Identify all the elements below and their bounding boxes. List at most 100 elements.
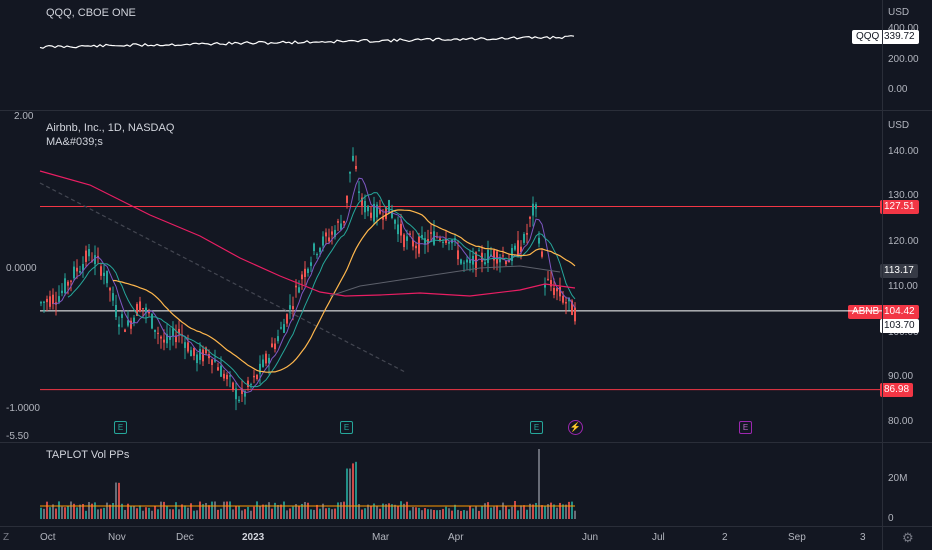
volume-bar — [187, 507, 189, 519]
candle-body — [127, 320, 129, 326]
volume-bar — [460, 510, 462, 519]
candle-body — [355, 165, 357, 170]
volume-bar — [247, 506, 249, 519]
volume-bar — [157, 509, 159, 519]
candle-body — [382, 217, 384, 220]
volume-bar — [442, 508, 444, 519]
volume-bar — [280, 504, 282, 519]
volume-bar — [409, 510, 411, 519]
pane-divider-top[interactable] — [0, 110, 932, 111]
lightning-icon[interactable]: ⚡ — [568, 420, 583, 435]
volume-bar — [559, 502, 561, 519]
volume-bar — [55, 508, 57, 519]
volume-title[interactable]: TAPLOT Vol PPs — [46, 449, 130, 461]
candle-body — [94, 255, 96, 265]
volume-bar — [487, 502, 489, 519]
candle-body — [307, 268, 309, 274]
candle-body — [499, 258, 501, 263]
volume-bar — [70, 501, 72, 519]
volume-bar — [223, 501, 225, 519]
candle-body — [547, 278, 549, 280]
candle-body — [421, 234, 423, 238]
compare-tick-200: 200.00 — [888, 54, 919, 65]
volume-bar — [292, 506, 294, 519]
candle-body — [280, 327, 282, 329]
compare-pane[interactable]: QQQ, CBOE ONE USD 400.00 200.00 0.00 QQQ… — [0, 0, 932, 110]
earnings-marker-future[interactable]: E — [739, 421, 752, 434]
indicator-title[interactable]: MA&#039;s — [46, 136, 103, 148]
candle-body — [310, 262, 312, 266]
candle-body — [136, 304, 138, 316]
candle-body — [100, 266, 102, 276]
volume-bar — [151, 510, 153, 519]
volume-bar — [85, 510, 87, 519]
symbol-tag: ABNB — [848, 305, 884, 319]
volume-bar — [385, 504, 387, 519]
volume-bar — [382, 503, 384, 519]
volume-bar — [181, 504, 183, 519]
volume-bar — [286, 510, 288, 519]
volume-bar — [40, 507, 42, 519]
candle-body — [151, 313, 153, 329]
x-label-3: 3 — [860, 532, 866, 543]
volume-bar — [76, 507, 78, 519]
volume-bar — [334, 508, 336, 519]
candle-body — [430, 232, 432, 234]
earnings-marker[interactable]: E — [114, 421, 127, 434]
volume-bar — [394, 504, 396, 519]
candle-body — [376, 204, 378, 218]
candle-body — [448, 242, 450, 244]
volume-bar — [64, 507, 66, 519]
candle-body — [217, 367, 219, 371]
volume-bar — [451, 510, 453, 519]
volume-bar — [484, 503, 486, 519]
candle-body — [373, 203, 375, 222]
volume-bar — [328, 507, 330, 519]
x-label-jun: Jun — [582, 532, 599, 543]
volume-bar — [175, 502, 177, 519]
candle-body — [277, 336, 279, 342]
volume-bar — [289, 508, 291, 519]
volume-bar — [67, 506, 69, 519]
candle-body — [472, 255, 474, 265]
volume-bar — [145, 507, 147, 519]
earnings-marker[interactable]: E — [340, 421, 353, 434]
chart-canvas[interactable] — [0, 0, 882, 526]
volume-bar — [568, 501, 570, 519]
candle-body — [121, 314, 123, 318]
candle-body — [208, 353, 210, 359]
candle-body — [190, 350, 192, 357]
candle-body — [331, 231, 333, 235]
zoom-reset-icon[interactable]: Z — [3, 532, 10, 543]
volume-bar — [97, 509, 99, 519]
volume-bar — [277, 505, 279, 519]
volume-bar — [142, 510, 144, 519]
candle-body — [412, 239, 414, 247]
price-tick-80: 80.00 — [888, 416, 914, 427]
left-tick-2: 2.00 — [14, 111, 34, 122]
volume-bar — [103, 507, 105, 519]
volume-bar — [43, 508, 45, 519]
volume-bar — [274, 502, 276, 519]
volume-bar — [325, 508, 327, 519]
level-upper-tag[interactable]: 127.51 — [880, 200, 919, 214]
level-lower-tag[interactable]: 86.98 — [880, 383, 914, 397]
volume-bar — [169, 509, 171, 519]
volume-bar — [367, 504, 369, 519]
candle-body — [559, 286, 561, 297]
volume-bar — [496, 505, 498, 519]
candle-body — [46, 298, 48, 303]
pane-divider-volume[interactable] — [0, 442, 932, 443]
volume-bar — [502, 502, 504, 519]
candle-body — [526, 232, 528, 235]
price-axis-divider — [882, 0, 883, 550]
candle-body — [259, 363, 261, 374]
candle-body — [139, 301, 141, 312]
gear-icon[interactable]: ⚙ — [902, 530, 914, 545]
volume-bar — [466, 510, 468, 519]
earnings-marker[interactable]: E — [530, 421, 543, 434]
volume-bar — [550, 502, 552, 519]
candle-body — [286, 314, 288, 324]
volume-bar — [163, 501, 165, 519]
candle-body — [253, 375, 255, 378]
